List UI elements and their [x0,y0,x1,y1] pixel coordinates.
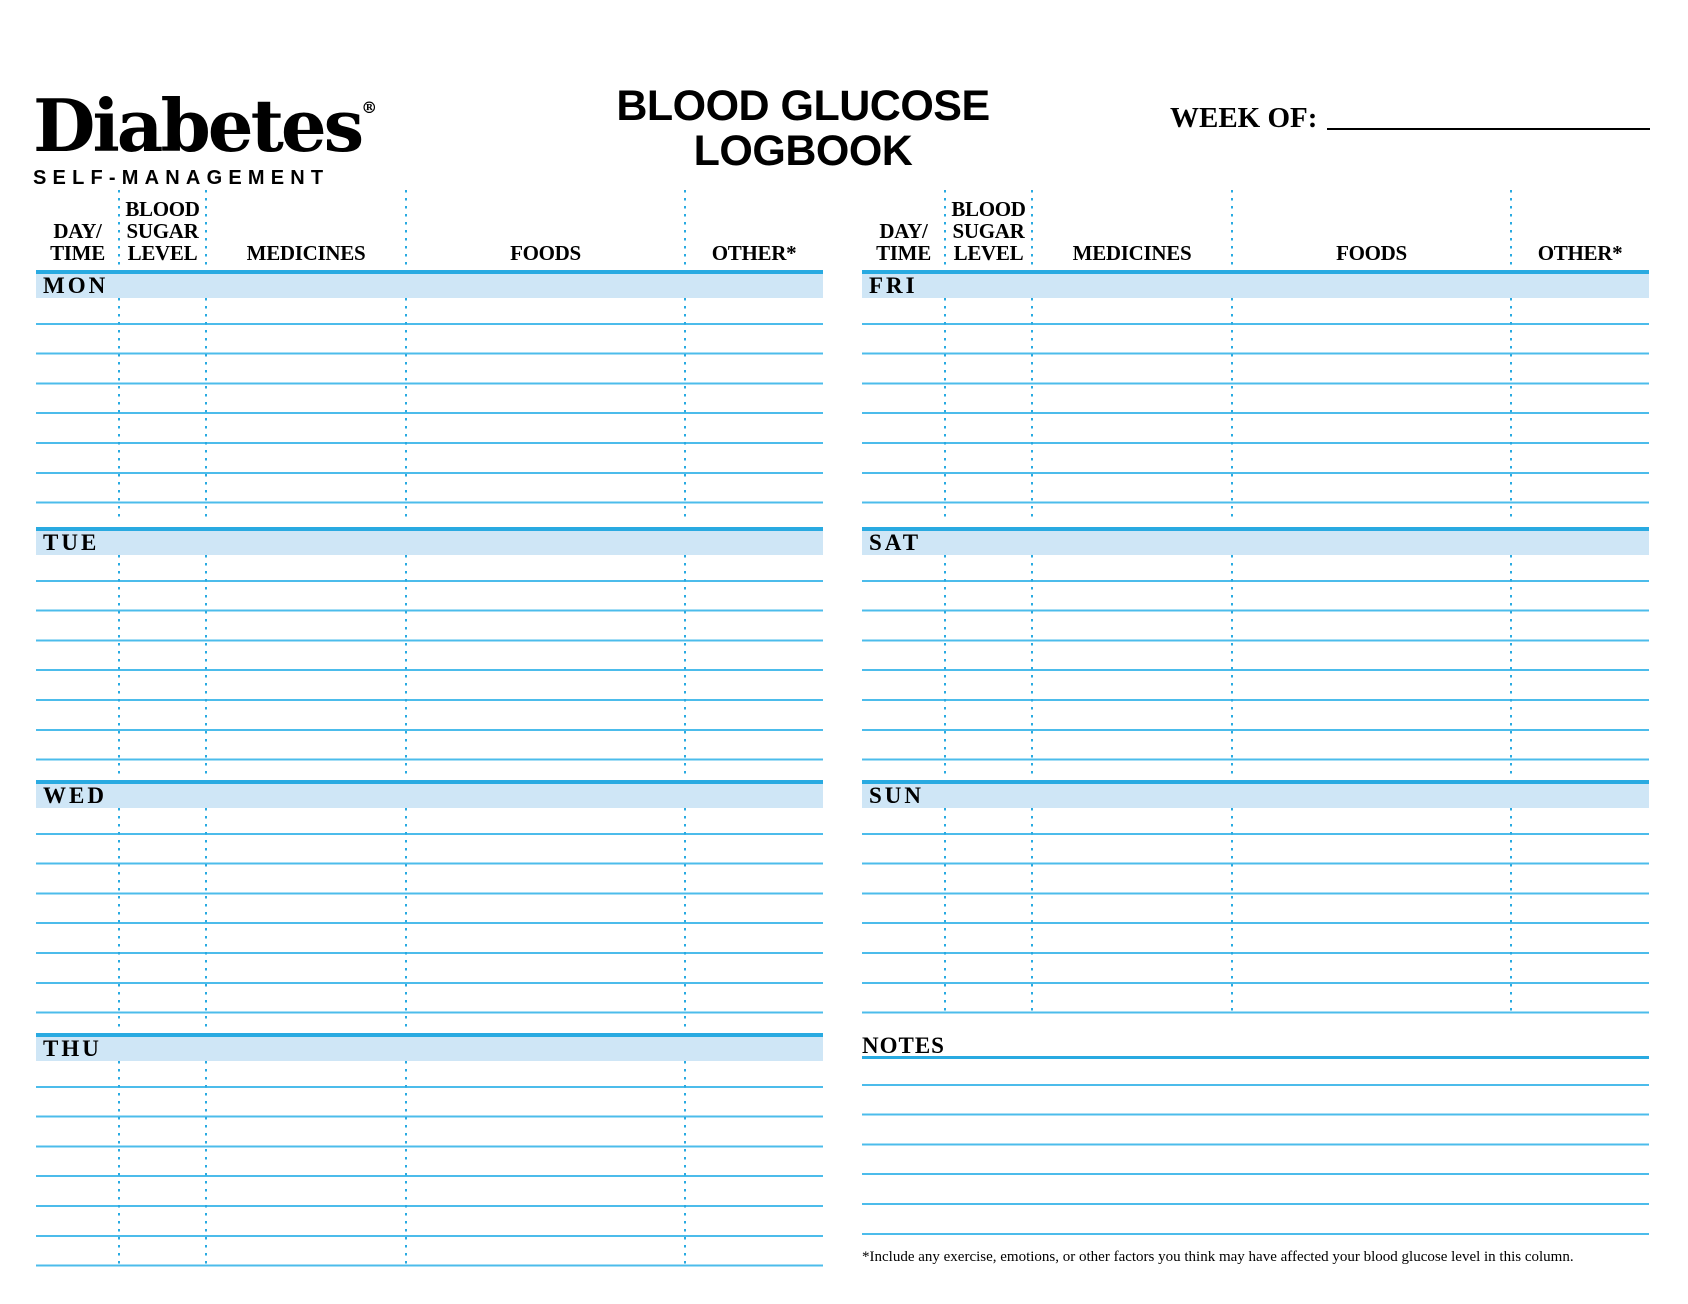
footnote: *Include any exercise, emotions, or othe… [862,1249,1574,1265]
day-label: THU [43,1036,102,1061]
week-of-field: WEEK OF: [1170,102,1650,135]
column-divider-dotted [405,555,407,775]
day-bar-wed: WED [36,780,823,808]
column-divider-dotted [684,808,686,1028]
col-header-blood-sugar-level: BLOOD SUGAR LEVEL [945,188,1033,274]
page-title-line2: LOGBOOK [693,127,913,175]
column-divider-dotted [1031,298,1033,522]
entry-rows [862,295,1649,504]
column-divider-dotted [684,1061,686,1267]
column-divider-dotted [405,808,407,1028]
col-header-foods: FOODS [1232,188,1512,274]
column-divider-dotted [405,1061,407,1267]
column-header-row: DAY/TIME BLOOD SUGAR LEVEL MEDICINES FOODS… [862,188,1649,274]
column-divider-dotted [205,1061,207,1267]
column-divider-dotted [944,555,946,775]
column-header-row: DAY/TIME BLOOD SUGAR LEVEL MEDICINES FOODS… [36,188,823,274]
col-header-day-time: DAY/TIME [36,188,120,274]
column-divider-dotted [1031,555,1033,775]
column-divider-dotted [684,555,686,775]
col-header-foods: FOODS [406,188,686,274]
day-section-mon: MON [36,270,823,522]
day-label: WED [43,783,107,808]
entry-rows [36,1058,823,1267]
brand-tagline: SELF-MANAGEMENT [33,167,330,189]
log-table-right: DAY/TIME BLOOD SUGAR LEVEL MEDICINES FOODS… [862,188,1649,1273]
notes-title: NOTES [862,1033,945,1058]
column-divider-dotted [944,808,946,1014]
day-section-tue: TUE [36,527,823,775]
page-title-line1: BLOOD GLUCOSE [616,82,990,130]
day-section-sat: SAT [862,527,1649,775]
col-header-medicines: MEDICINES [1032,188,1233,274]
notes-section: NOTES [862,1033,1649,1237]
day-section-sun: SUN [862,780,1649,1014]
column-divider-dotted [205,555,207,775]
entry-rows [36,805,823,1014]
brand-name-text: Diabetes [33,83,364,168]
day-label: SAT [869,530,922,555]
col-header-other: OTHER* [1537,241,1623,265]
day-label: SUN [869,783,925,808]
column-divider-dotted [205,808,207,1028]
column-divider-dotted [944,298,946,522]
day-label: TUE [43,530,100,555]
day-bar-sun: SUN [862,780,1649,808]
day-bar-sat: SAT [862,527,1649,555]
column-divider-dotted [1231,555,1233,775]
registered-mark: ® [361,98,378,117]
col-header-medicines: MEDICINES [206,188,407,274]
entry-rows [862,552,1649,761]
day-section-fri: FRI [862,270,1649,522]
column-divider-dotted [118,298,120,522]
notes-lines [862,1056,1649,1237]
column-divider-dotted [405,298,407,522]
column-divider-dotted [1510,298,1512,522]
day-label: MON [43,273,109,298]
column-divider-dotted [684,298,686,522]
day-bar-tue: TUE [36,527,823,555]
col-header-day-time: DAY/TIME [862,188,946,274]
week-of-label: WEEK OF: [1170,102,1318,134]
column-divider-dotted [118,555,120,775]
column-divider-dotted [205,298,207,522]
column-divider-dotted [1231,808,1233,1014]
day-section-wed: WED [36,780,823,1028]
column-divider-dotted [1231,298,1233,522]
log-table-left: DAY/TIME BLOOD SUGAR LEVEL MEDICINES FOODS… [36,188,823,1273]
day-label: FRI [869,273,918,298]
column-divider-dotted [1031,808,1033,1014]
column-divider-dotted [118,808,120,1028]
column-divider-dotted [1510,555,1512,775]
col-header-other: OTHER* [711,241,797,265]
entry-rows [36,552,823,761]
week-of-blank-line [1327,102,1650,130]
page-title: BLOOD GLUCOSE LOGBOOK [600,84,1006,174]
entry-rows [862,805,1649,1014]
day-bar-fri: FRI [862,270,1649,298]
day-bar-thu: THU [36,1033,823,1061]
day-bar-mon: MON [36,270,823,298]
brand-name: Diabetes® [33,70,377,164]
column-divider-dotted [118,1061,120,1267]
column-divider-dotted [1510,808,1512,1014]
col-header-blood-sugar-level: BLOOD SUGAR LEVEL [119,188,207,274]
day-section-thu: THU [36,1033,823,1267]
brand-logo: Diabetes® SELF-MANAGEMENT [33,70,377,190]
entry-rows [36,295,823,504]
